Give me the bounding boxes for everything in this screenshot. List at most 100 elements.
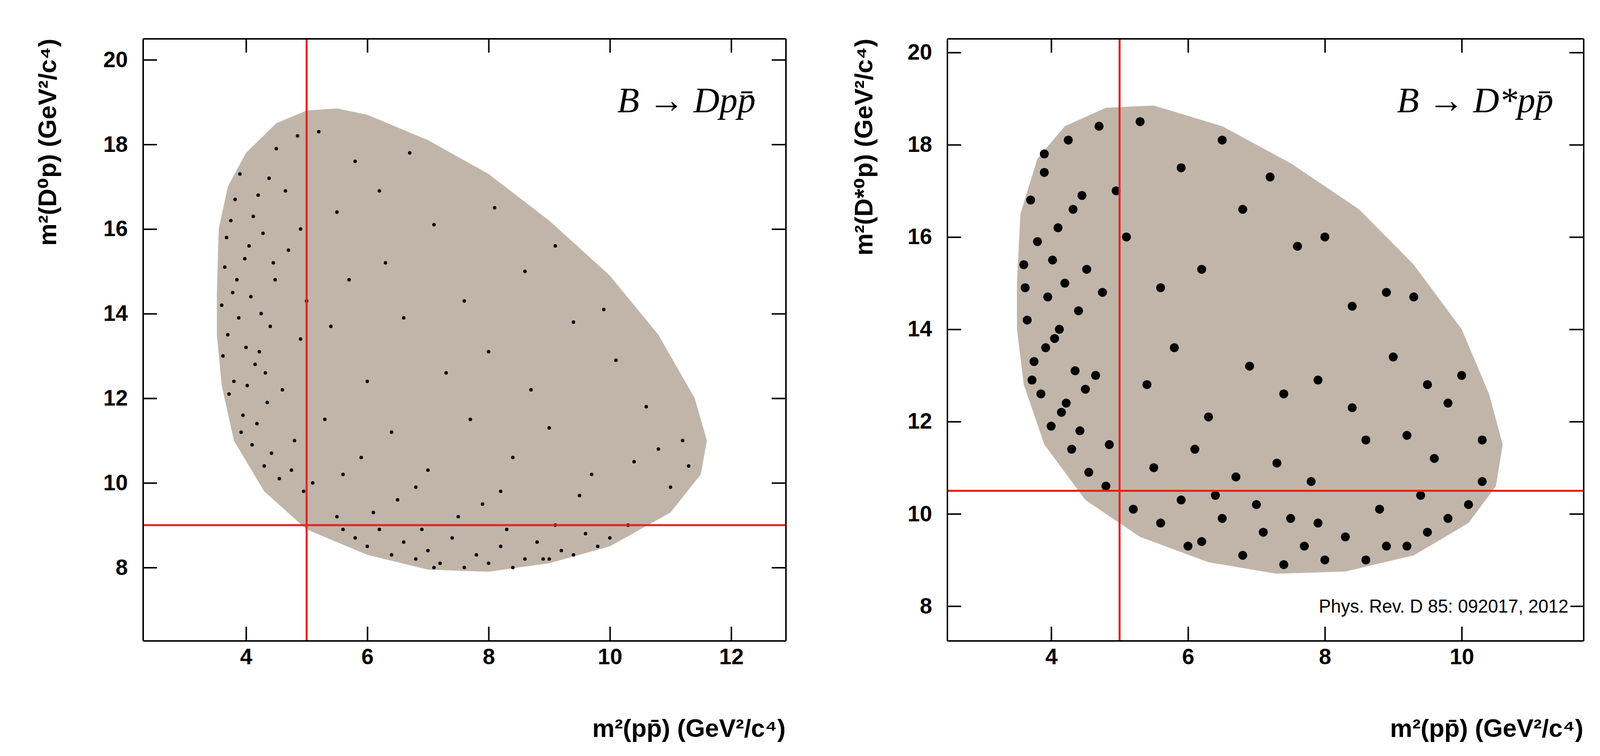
data-point <box>680 438 685 443</box>
data-point <box>535 540 540 545</box>
tick: 10 <box>597 626 623 669</box>
data-point <box>1190 444 1200 454</box>
data-point <box>402 540 406 545</box>
data-point <box>389 430 394 434</box>
data-point <box>263 371 268 375</box>
data-point <box>583 531 588 536</box>
tick <box>609 38 611 53</box>
data-point <box>226 332 230 337</box>
data-point <box>395 497 400 502</box>
data-point <box>668 485 673 489</box>
data-point <box>1039 167 1049 177</box>
tick-mark <box>1050 626 1052 641</box>
data-point <box>577 493 582 498</box>
data-point <box>353 536 358 540</box>
tick <box>771 567 786 569</box>
data-point <box>389 553 394 557</box>
data-point <box>1237 205 1248 215</box>
y-axis-title: m²(D⁰p) (GeV²/c⁴) <box>33 38 62 246</box>
tick-label: 18 <box>103 131 128 157</box>
reference-text: Phys. Rev. D 85: 092017, 2012 <box>1318 596 1569 617</box>
data-point <box>486 561 491 566</box>
tick-mark <box>1569 144 1584 146</box>
data-point <box>1122 232 1132 242</box>
axis-line <box>947 640 1584 642</box>
axis-line <box>785 39 787 642</box>
data-point <box>596 544 600 549</box>
data-point <box>365 379 370 384</box>
tick <box>1050 38 1052 53</box>
data-point <box>414 485 418 489</box>
data-point <box>486 349 491 354</box>
data-point <box>1402 541 1412 551</box>
data-point <box>480 502 485 506</box>
tick: 8 <box>1318 626 1331 669</box>
data-point <box>589 472 594 477</box>
data-point <box>1231 472 1241 482</box>
data-point <box>1347 403 1357 413</box>
tick-mark <box>1569 236 1584 239</box>
tick-label: 12 <box>103 385 128 411</box>
data-point <box>255 422 259 426</box>
data-point <box>280 388 285 392</box>
tick-label: 12 <box>907 408 933 434</box>
tick <box>488 38 489 53</box>
data-point <box>608 536 612 540</box>
tick: 8 <box>482 626 495 669</box>
data-point <box>1197 537 1207 547</box>
data-point <box>1047 255 1057 265</box>
data-point <box>522 557 527 562</box>
tick-mark <box>1569 421 1584 423</box>
data-point <box>273 278 277 282</box>
data-point <box>1025 195 1035 205</box>
data-point <box>223 265 227 269</box>
data-point <box>253 362 257 367</box>
data-point <box>1443 513 1453 523</box>
data-point <box>1032 237 1042 247</box>
tick-mark <box>730 626 733 641</box>
data-point <box>1423 527 1433 538</box>
data-point <box>1203 412 1213 422</box>
data-point <box>1443 398 1453 408</box>
tick-label: 8 <box>1318 644 1331 669</box>
tick-label: 20 <box>907 39 933 65</box>
tick-label: 10 <box>1449 644 1475 669</box>
tick-label: 10 <box>103 470 128 495</box>
axis-line <box>946 39 949 642</box>
data-point <box>267 176 271 181</box>
data-point <box>1415 490 1426 500</box>
tick: 8 <box>920 593 962 619</box>
axis-right <box>771 39 787 642</box>
tick <box>731 38 732 53</box>
tick-mark <box>1569 605 1584 608</box>
axis-line <box>947 38 1584 40</box>
data-point <box>283 189 288 193</box>
data-point <box>1070 366 1080 376</box>
data-point <box>1039 149 1049 159</box>
data-point <box>262 464 266 468</box>
data-point <box>383 261 388 265</box>
data-point <box>522 269 527 274</box>
tick-mark <box>1324 626 1326 641</box>
tick-mark <box>1324 38 1326 53</box>
data-point <box>1101 481 1111 491</box>
tick: 18 <box>103 131 157 157</box>
data-point <box>1067 444 1077 454</box>
data-point <box>1053 223 1063 233</box>
tick <box>771 59 786 61</box>
data-point <box>235 278 239 282</box>
data-point <box>353 159 358 163</box>
data-point <box>408 150 412 155</box>
data-point <box>1272 458 1282 468</box>
data-point <box>247 244 251 248</box>
data-point <box>229 218 233 223</box>
data-point <box>504 527 509 532</box>
tick <box>1187 38 1189 53</box>
tick: 6 <box>361 626 374 669</box>
data-point <box>402 316 406 320</box>
data-point <box>1340 532 1350 542</box>
data-point <box>259 311 263 316</box>
data-point <box>232 379 236 384</box>
data-point <box>547 557 552 562</box>
data-point <box>1402 430 1412 440</box>
